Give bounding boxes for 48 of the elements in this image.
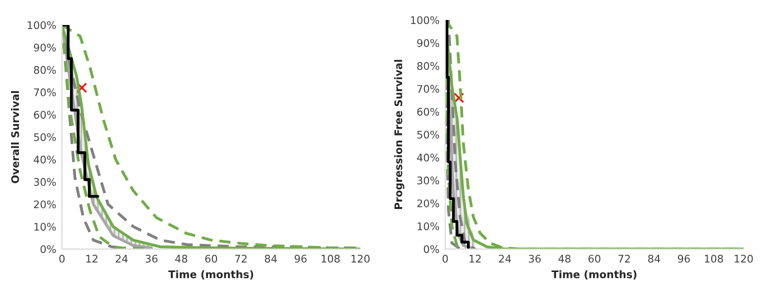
y-tick-label: 100% xyxy=(411,16,440,24)
x-tick-label: 84 xyxy=(264,254,277,263)
x-axis-title: Time (months) xyxy=(168,270,254,280)
x-axis-title: Time (months) xyxy=(552,270,636,280)
x-tick-label: 60 xyxy=(205,254,218,263)
y-tick-label: 90% xyxy=(417,39,440,47)
x-tick-label: 48 xyxy=(558,254,570,263)
x-tick-label: 96 xyxy=(678,254,690,263)
y-tick-label: 80% xyxy=(417,62,440,70)
y-tick-label: 70% xyxy=(34,88,56,96)
y-tick-label: 70% xyxy=(417,84,440,93)
x-tick-label: 72 xyxy=(235,254,247,262)
y-tick-label: 0% xyxy=(40,245,56,254)
y-axis-title: Progression Free Survival xyxy=(394,60,404,209)
x-tick-label: 0 xyxy=(59,254,65,263)
y-tick-label: 20% xyxy=(34,200,56,208)
y-tick-label: 40% xyxy=(34,156,56,164)
y-tick-label: 60% xyxy=(34,110,56,119)
y-tick-label: 40% xyxy=(417,154,440,162)
y-tick-label: 90% xyxy=(34,44,56,52)
x-tick-label: 24 xyxy=(499,254,511,262)
y-tick-label: 20% xyxy=(417,199,440,208)
y-tick-label: 0% xyxy=(424,245,440,254)
x-tick-label: 0 xyxy=(442,254,448,263)
y-tick-label: 50% xyxy=(417,130,440,139)
x-tick-label: 84 xyxy=(648,254,660,263)
x-tick-label: 120 xyxy=(352,254,370,263)
y-tick-label: 30% xyxy=(34,178,56,186)
y-tick-label: 50% xyxy=(34,133,56,142)
x-tick-label: 108 xyxy=(704,254,723,263)
y-tick-label: 60% xyxy=(417,108,440,116)
y-tick-label: 30% xyxy=(417,176,440,184)
x-tick-label: 24 xyxy=(116,254,128,262)
x-tick-label: 60 xyxy=(588,254,600,263)
x-tick-label: 108 xyxy=(322,254,340,263)
x-tick-label: 12 xyxy=(470,254,481,262)
y-tick-label: 10% xyxy=(418,222,440,230)
x-tick-label: 12 xyxy=(86,254,98,262)
y-tick-label: 10% xyxy=(34,222,56,231)
x-tick-label: 96 xyxy=(294,254,307,263)
y-axis-title: Overall Survival xyxy=(10,91,20,184)
x-tick-label: 48 xyxy=(175,254,188,263)
x-tick-label: 36 xyxy=(146,254,158,263)
y-tick-label: 100% xyxy=(28,21,56,30)
y-tick-label: 80% xyxy=(34,66,56,74)
x-tick-label: 72 xyxy=(618,254,630,262)
x-tick-label: 120 xyxy=(734,254,753,263)
x-tick-label: 36 xyxy=(528,254,541,263)
